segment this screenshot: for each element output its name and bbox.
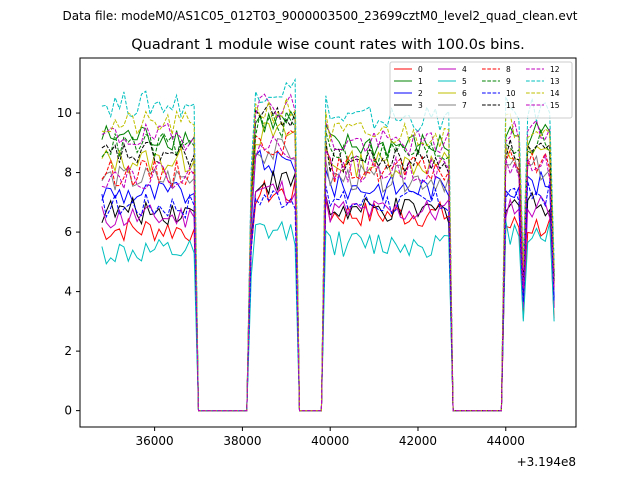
legend-label-1: 1 bbox=[418, 77, 423, 86]
legend-frame bbox=[389, 61, 573, 119]
legend-label-15: 15 bbox=[550, 101, 560, 110]
legend-label-9: 9 bbox=[506, 77, 511, 86]
legend-label-12: 12 bbox=[550, 65, 560, 74]
y-tick-label: 0 bbox=[64, 404, 72, 418]
series-lines bbox=[101, 77, 555, 412]
x-tick-label: 38000 bbox=[223, 434, 261, 448]
legend-label-7: 7 bbox=[462, 101, 467, 110]
legend-label-5: 5 bbox=[462, 77, 467, 86]
y-tick-label: 2 bbox=[64, 344, 72, 358]
y-tick-label: 8 bbox=[64, 166, 72, 180]
x-axis: 36000 38000 40000 42000 44000 bbox=[136, 427, 525, 448]
legend-label-10: 10 bbox=[506, 89, 516, 98]
series-line-15 bbox=[101, 135, 555, 412]
y-tick-label: 10 bbox=[57, 106, 72, 120]
legend-label-3: 3 bbox=[418, 101, 423, 110]
legend-label-8: 8 bbox=[506, 65, 511, 74]
legend-label-13: 13 bbox=[550, 77, 560, 86]
x-tick-label: 36000 bbox=[136, 434, 174, 448]
y-tick-label: 4 bbox=[64, 285, 72, 299]
x-tick-label: 42000 bbox=[399, 434, 437, 448]
x-tick-label: 40000 bbox=[311, 434, 349, 448]
axes-frame bbox=[79, 57, 577, 428]
y-tick-label: 6 bbox=[64, 225, 72, 239]
y-axis: 0 2 4 6 8 10 bbox=[57, 106, 80, 418]
legend-label-6: 6 bbox=[462, 89, 467, 98]
legend-label-0: 0 bbox=[418, 65, 423, 74]
figure-suptitle: Data file: modeM0/AS1C05_012T03_90000035… bbox=[62, 9, 577, 23]
legend-label-11: 11 bbox=[506, 101, 516, 110]
legend-label-14: 14 bbox=[550, 89, 560, 98]
legend-label-4: 4 bbox=[462, 65, 467, 74]
chart-title: Quadrant 1 module wise count rates with … bbox=[131, 37, 525, 53]
x-offset-label: +3.194e8 bbox=[517, 455, 576, 469]
legend-label-2: 2 bbox=[418, 89, 423, 98]
x-tick-label: 44000 bbox=[487, 434, 525, 448]
